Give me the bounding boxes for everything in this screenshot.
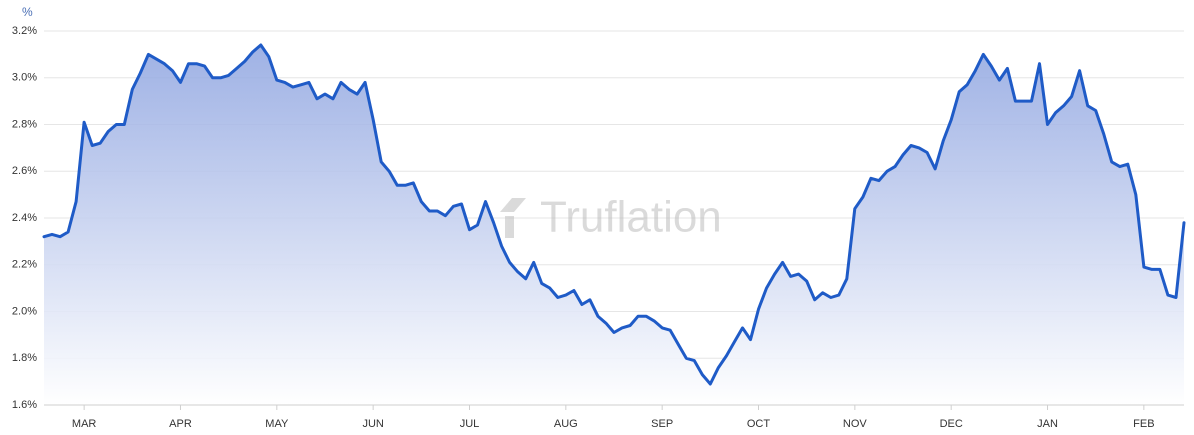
x-tick-label: JUN xyxy=(362,418,383,430)
y-tick-label: 3.2% xyxy=(12,25,37,37)
x-tick-label: JUL xyxy=(460,418,480,430)
plot xyxy=(42,43,1186,405)
y-tick-label: 2.4% xyxy=(12,212,37,224)
y-tick-label: 3.0% xyxy=(12,72,37,84)
x-tick-label: MAY xyxy=(265,418,289,430)
x-tick-label: OCT xyxy=(747,418,771,430)
watermark-logo xyxy=(500,198,526,238)
x-tick-label: JAN xyxy=(1037,418,1058,430)
watermark: Truflation xyxy=(500,193,722,242)
x-tick-label: NOV xyxy=(843,418,868,430)
x-tick-label: APR xyxy=(169,418,192,430)
x-tick-label: MAR xyxy=(72,418,97,430)
line xyxy=(42,43,1186,386)
x-tick-label: SEP xyxy=(651,418,673,430)
axes: 1.6% 1.8% 2.0% 2.2% 2.4% 2.6% 2.8% 3.0% 3.2% MAR A… xyxy=(12,25,1184,430)
y-axis-label: % xyxy=(22,5,33,19)
x-tick-label: AUG xyxy=(554,418,578,430)
y-tick-label: 1.6% xyxy=(12,399,37,411)
y-tick-label: 2.8% xyxy=(12,118,37,130)
y-tick-label: 2.2% xyxy=(12,259,37,271)
area xyxy=(44,45,1184,405)
y-tick-label: 2.0% xyxy=(12,305,37,317)
x-tick-label: DEC xyxy=(940,418,963,430)
y-tick-label: 2.6% xyxy=(12,165,37,177)
x-tick-label: FEB xyxy=(1133,418,1154,430)
watermark-text: Truflation xyxy=(540,193,722,242)
y-tick-label: 1.8% xyxy=(12,352,37,364)
